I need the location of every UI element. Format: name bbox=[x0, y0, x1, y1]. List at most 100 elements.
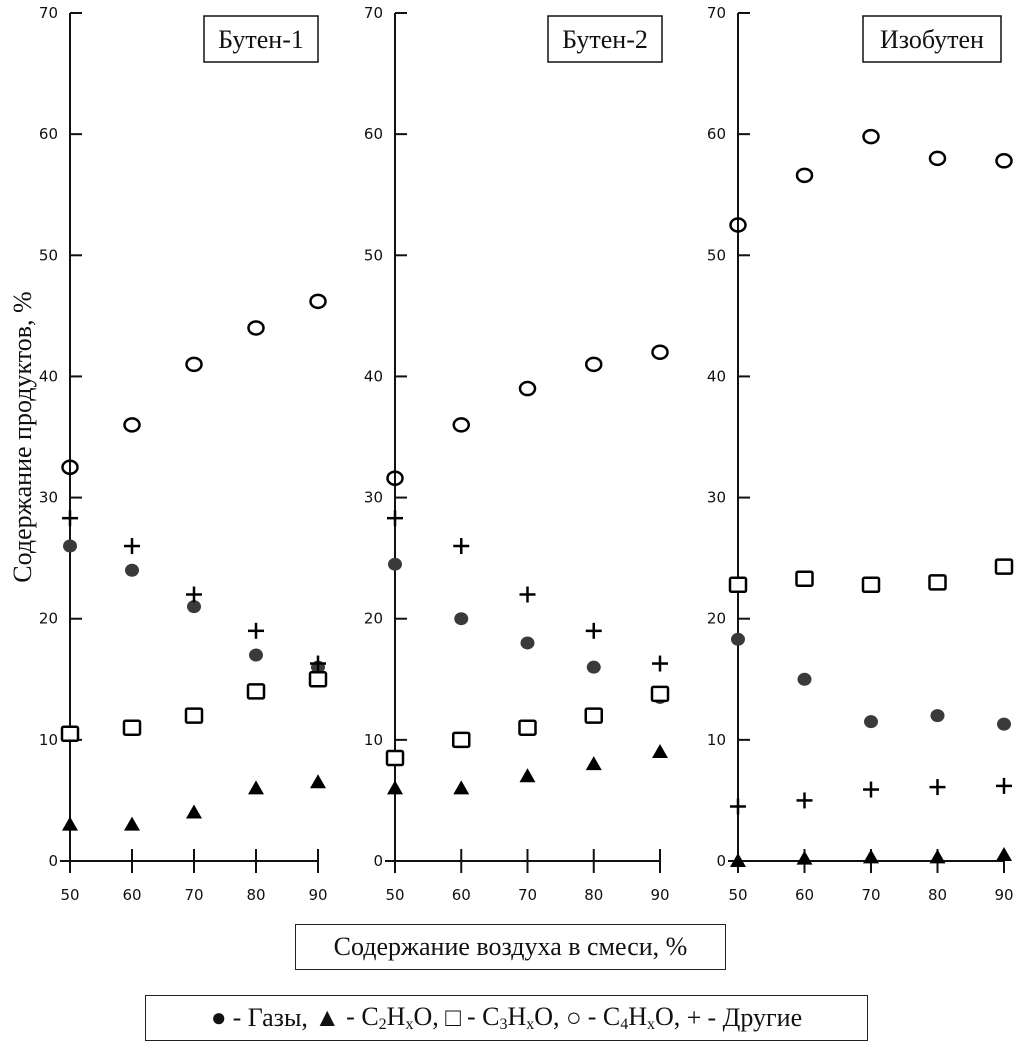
x-tick-label: 50 bbox=[385, 886, 404, 904]
legend-label-c3hxo: - C3HxO, bbox=[466, 1002, 560, 1033]
y-tick-label: 60 bbox=[364, 125, 383, 143]
x-tick-label: 60 bbox=[122, 886, 141, 904]
x-tick-label: 90 bbox=[994, 886, 1013, 904]
data-point bbox=[124, 538, 140, 555]
panel-3: 0 10 20 30 40 50 60 70 50 60 70 80 90 Изобутен bbox=[707, 4, 1014, 904]
series-filled-circle bbox=[63, 539, 325, 674]
y-tick-label: 60 bbox=[39, 125, 58, 143]
data-point bbox=[585, 356, 603, 373]
x-tick-label: 80 bbox=[928, 886, 947, 904]
data-point bbox=[124, 816, 140, 831]
legend: ● - Газы, ▲ - C2HxO, □ - C3HxO, ○ - C4Hx… bbox=[145, 995, 868, 1041]
series-plus bbox=[387, 510, 668, 672]
series-open-circle bbox=[386, 344, 669, 486]
open-circle-icon: ○ bbox=[566, 1003, 582, 1032]
x-tick-label: 60 bbox=[795, 886, 814, 904]
series-open-square bbox=[385, 685, 670, 767]
plus-icon: + bbox=[686, 1003, 702, 1032]
data-point bbox=[62, 510, 78, 527]
y-tick-label: 10 bbox=[707, 731, 726, 749]
data-point bbox=[184, 707, 204, 724]
data-point bbox=[652, 655, 668, 672]
data-point bbox=[125, 563, 139, 577]
panels: 0 10 20 30 40 50 60 70 50 60 70 80 90 Бутен-1 0 10 20 30 4… bbox=[39, 4, 1014, 904]
y-tick-label: 30 bbox=[707, 489, 726, 507]
panel-1: 0 10 20 30 40 50 60 70 50 60 70 80 90 Бутен-1 bbox=[39, 4, 328, 904]
x-tick-label: 50 bbox=[60, 886, 79, 904]
y-tick-label: 10 bbox=[39, 731, 58, 749]
legend-label-other: - Другие bbox=[707, 1003, 803, 1032]
data-point bbox=[248, 622, 264, 639]
panel-title-box bbox=[547, 15, 663, 63]
data-point bbox=[387, 780, 403, 795]
y-tick-label: 0 bbox=[48, 852, 58, 870]
panel-title-box bbox=[203, 15, 319, 63]
data-point bbox=[585, 622, 602, 639]
data-point bbox=[862, 128, 880, 145]
series-open-square bbox=[60, 671, 328, 743]
data-point bbox=[309, 293, 327, 310]
data-point bbox=[386, 470, 404, 486]
data-point bbox=[730, 798, 746, 815]
legend-item-c2hxo: ▲ - C2HxO, bbox=[314, 1002, 438, 1034]
panel-title-text: Изобутен bbox=[880, 25, 984, 54]
data-point bbox=[928, 150, 947, 167]
filled-triangle-icon: ▲ bbox=[314, 1003, 341, 1032]
panel-title-text: Бутен-1 bbox=[218, 25, 304, 54]
series-filled-triangle bbox=[387, 743, 668, 795]
y-tick-label: 70 bbox=[364, 4, 383, 22]
y-tick-label: 10 bbox=[364, 731, 383, 749]
data-point bbox=[187, 600, 201, 614]
x-axis-label: Содержание воздуха в смеси, % bbox=[295, 924, 726, 970]
data-point bbox=[996, 846, 1012, 861]
data-point bbox=[796, 850, 813, 865]
x-tick-label: 90 bbox=[308, 886, 327, 904]
data-point bbox=[122, 719, 142, 736]
x-tick-label: 70 bbox=[518, 886, 537, 904]
data-point bbox=[518, 719, 537, 736]
y-tick-label: 0 bbox=[373, 852, 383, 870]
legend-label-c4hxo: - C4HxO, bbox=[587, 1002, 681, 1033]
data-point bbox=[864, 715, 878, 729]
series-open-circle bbox=[61, 293, 327, 476]
data-point bbox=[796, 792, 813, 809]
data-point bbox=[995, 153, 1013, 169]
open-square-icon: □ bbox=[445, 1003, 461, 1032]
data-point bbox=[928, 574, 947, 591]
x-tick-label: 80 bbox=[584, 886, 603, 904]
data-point bbox=[519, 768, 536, 783]
y-tick-label: 40 bbox=[39, 367, 58, 385]
x-tick-label: 90 bbox=[650, 886, 669, 904]
data-point bbox=[584, 707, 603, 724]
data-point bbox=[997, 717, 1011, 731]
data-point bbox=[388, 557, 402, 571]
series-filled-circle bbox=[731, 632, 1011, 731]
data-point bbox=[61, 459, 79, 476]
data-point bbox=[247, 320, 265, 336]
series-plus bbox=[62, 510, 326, 672]
y-tick-label: 30 bbox=[39, 489, 58, 507]
data-point bbox=[186, 586, 202, 603]
data-point bbox=[861, 576, 881, 594]
y-tick-label: 40 bbox=[364, 367, 383, 385]
data-point bbox=[518, 380, 537, 397]
y-tick-label: 30 bbox=[364, 489, 383, 507]
legend-item-gases: ● - Газы, bbox=[211, 1003, 308, 1033]
y-tick-label: 40 bbox=[707, 367, 726, 385]
x-tick-label: 80 bbox=[246, 886, 265, 904]
y-axis-label: Содержание продуктов, % bbox=[8, 291, 37, 582]
data-point bbox=[650, 685, 670, 703]
data-point bbox=[308, 671, 328, 688]
data-point bbox=[387, 510, 403, 527]
data-point bbox=[994, 558, 1014, 575]
data-point bbox=[795, 570, 814, 587]
data-point bbox=[651, 344, 669, 360]
data-point bbox=[520, 636, 535, 650]
panel-title-box bbox=[862, 15, 1002, 63]
data-point bbox=[62, 816, 78, 831]
y-tick-label: 0 bbox=[716, 852, 726, 870]
y-tick-label: 20 bbox=[364, 610, 383, 628]
data-point bbox=[452, 417, 470, 433]
y-tick-label: 70 bbox=[39, 4, 58, 22]
data-point bbox=[63, 539, 77, 553]
